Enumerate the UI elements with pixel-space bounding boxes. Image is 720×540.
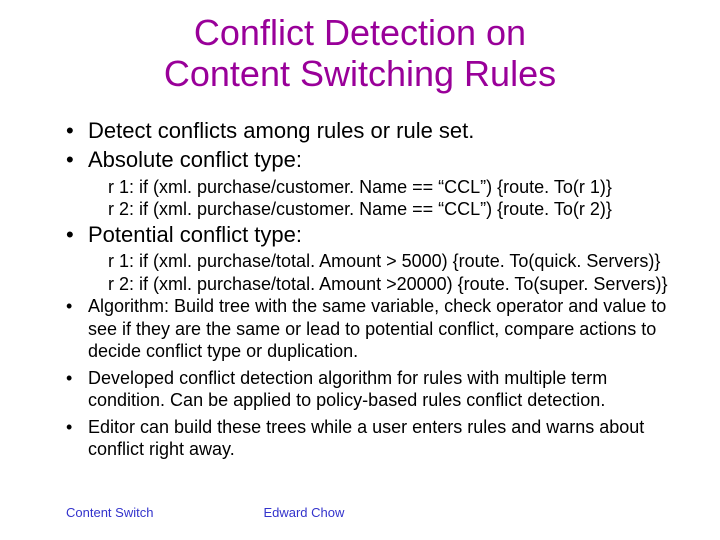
bullet-detect-conflicts: Detect conflicts among rules or rule set…	[66, 117, 680, 145]
potential-rule-1: r 1: if (xml. purchase/total. Amount > 5…	[66, 250, 680, 273]
title-line-1: Conflict Detection on	[194, 12, 526, 53]
bullet-list: Detect conflicts among rules or rule set…	[66, 117, 680, 461]
bullet-potential-conflict: Potential conflict type:	[66, 221, 680, 249]
slide-body: Detect conflicts among rules or rule set…	[40, 117, 680, 461]
absolute-rule-2: r 2: if (xml. purchase/customer. Name ==…	[66, 198, 680, 221]
title-line-2: Content Switching Rules	[164, 53, 556, 94]
bullet-algorithm: Algorithm: Build tree with the same vari…	[66, 295, 680, 363]
footer-left: Content Switch	[66, 505, 153, 520]
absolute-rule-1: r 1: if (xml. purchase/customer. Name ==…	[66, 176, 680, 199]
slide-container: Conflict Detection on Content Switching …	[0, 0, 720, 540]
footer-right: Edward Chow	[263, 505, 344, 520]
bullet-developed-detection: Developed conflict detection algorithm f…	[66, 367, 680, 412]
slide-title: Conflict Detection on Content Switching …	[40, 12, 680, 95]
bullet-editor-trees: Editor can build these trees while a use…	[66, 416, 680, 461]
bullet-absolute-conflict: Absolute conflict type:	[66, 146, 680, 174]
potential-rule-2: r 2: if (xml. purchase/total. Amount >20…	[66, 273, 680, 296]
slide-footer: Content Switch Edward Chow	[66, 505, 680, 520]
